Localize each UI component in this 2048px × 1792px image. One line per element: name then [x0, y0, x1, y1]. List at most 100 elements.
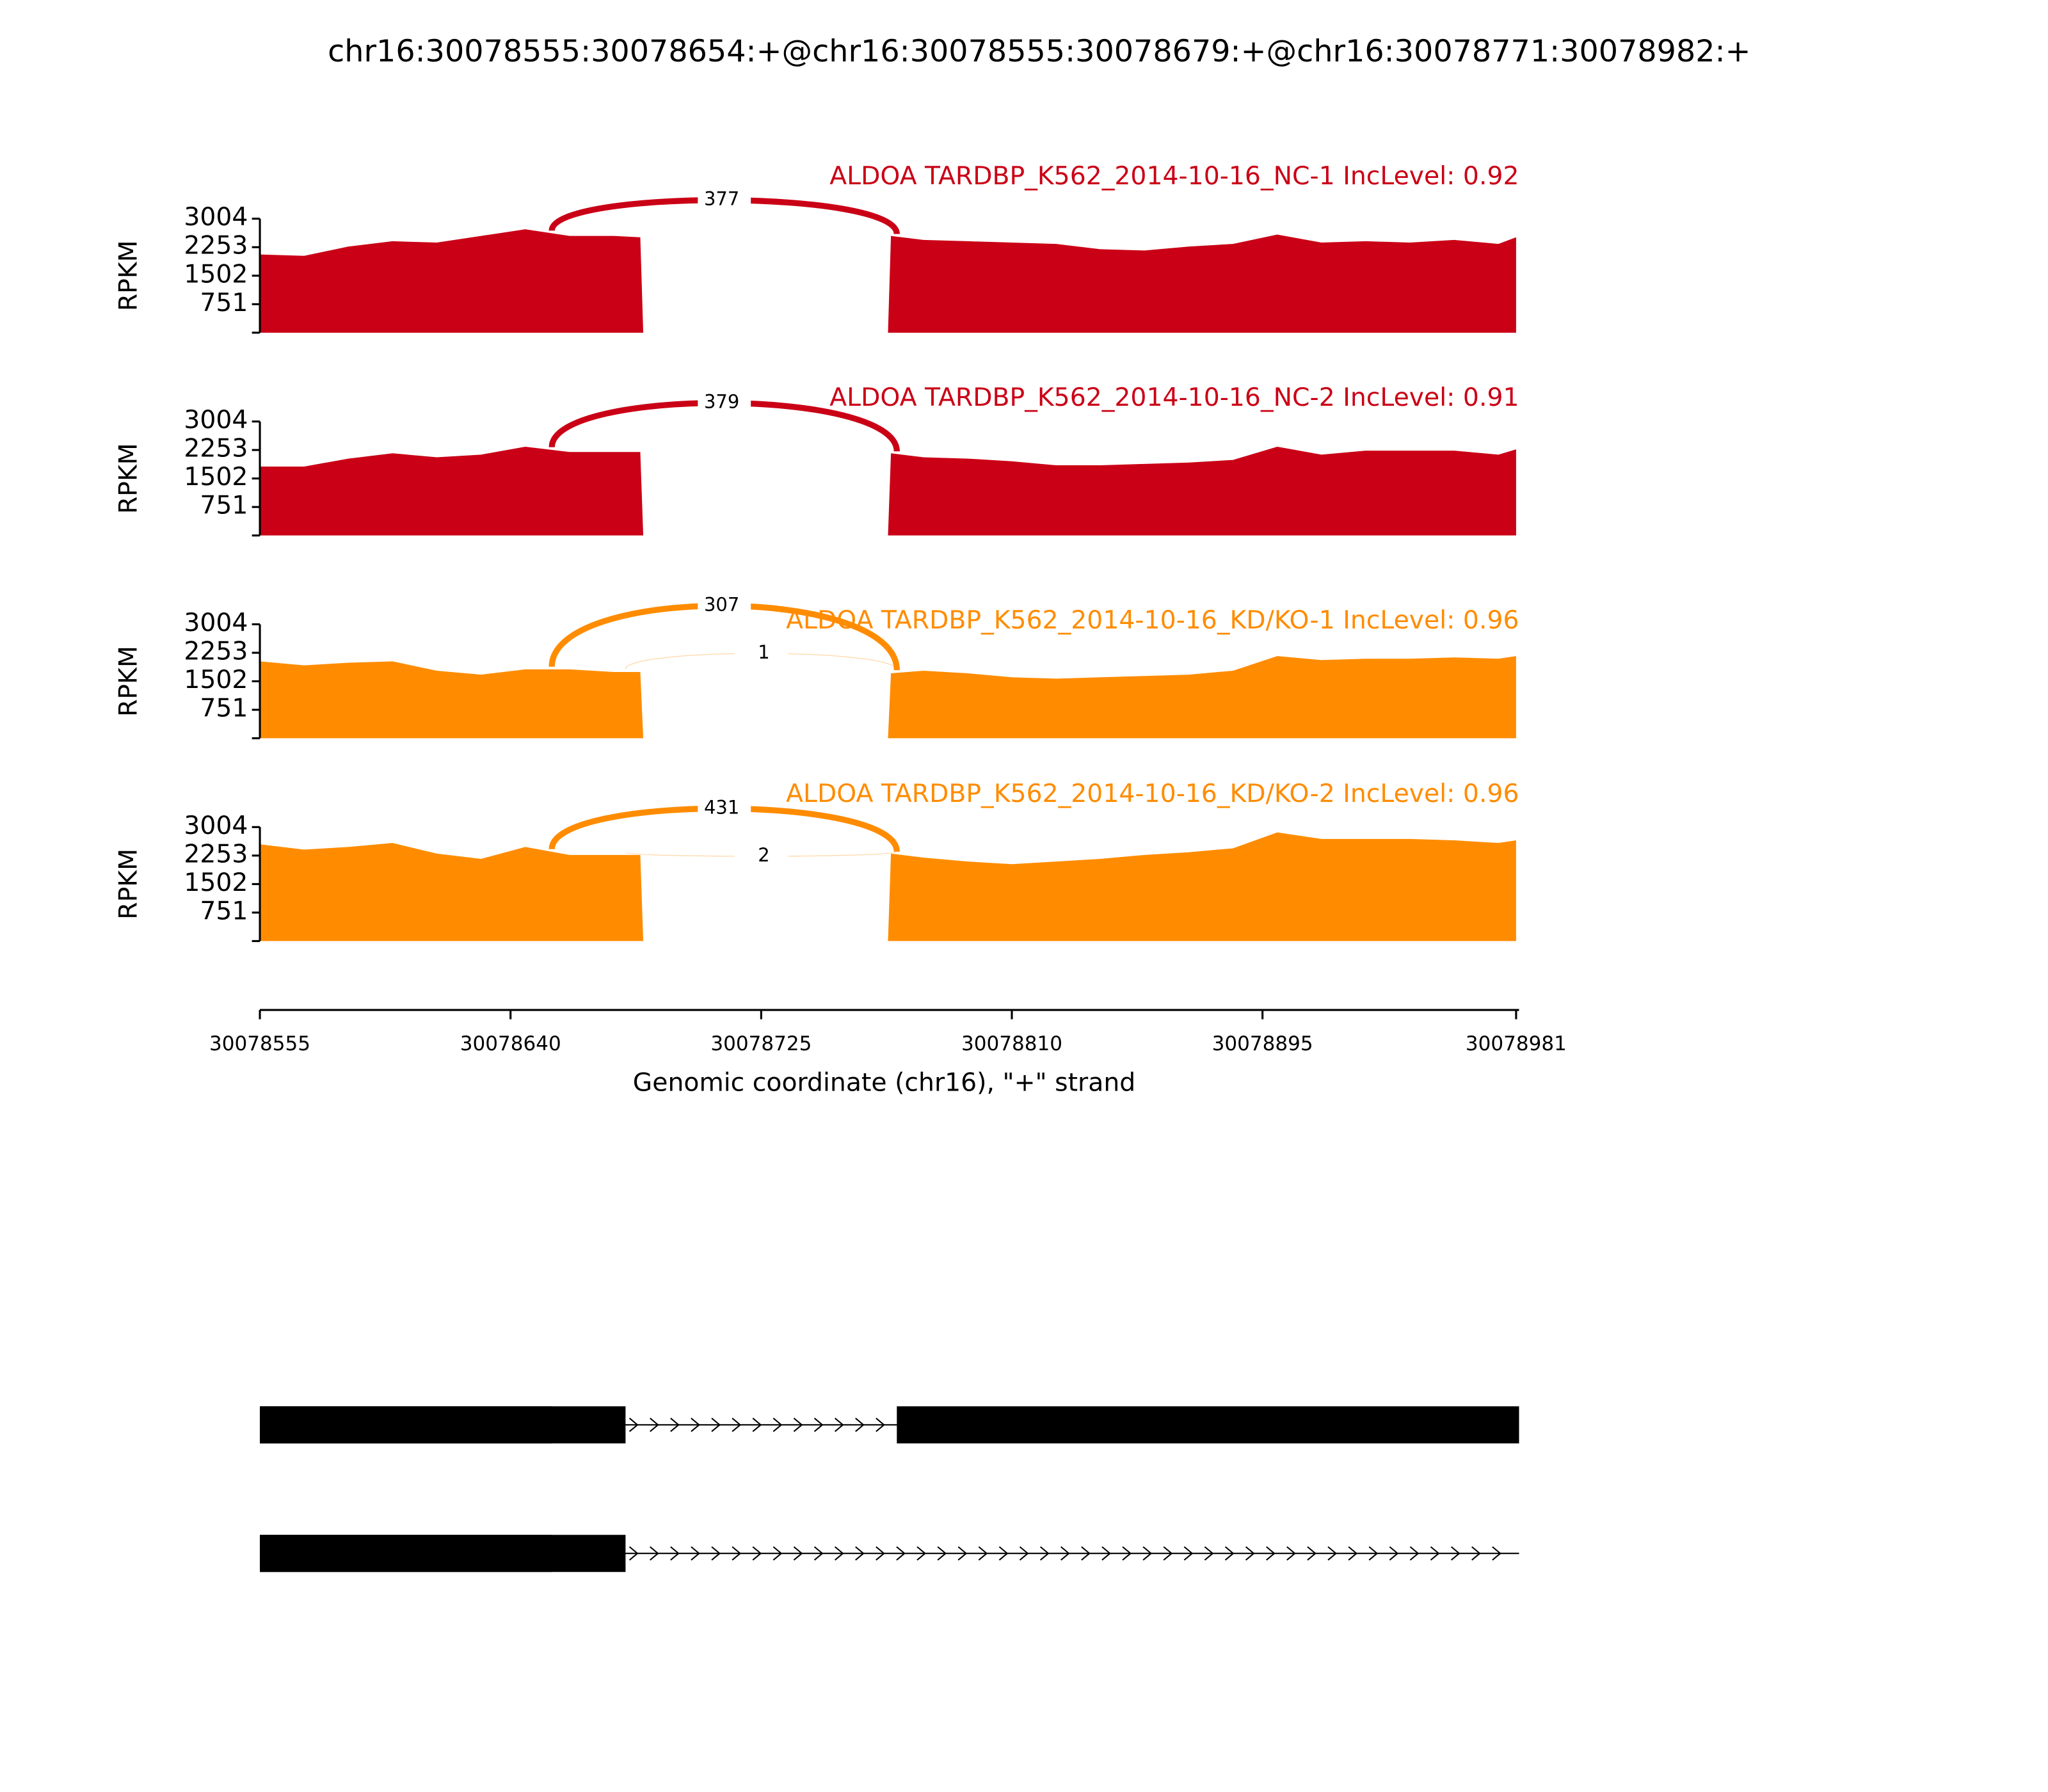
junction-label-box: [698, 595, 751, 617]
strand-arrow: [1368, 1546, 1379, 1561]
strand-arrow: [628, 1418, 639, 1432]
strand-arrow: [772, 1418, 783, 1432]
strand-arrow: [670, 1418, 680, 1432]
strand-arrow: [1245, 1546, 1255, 1561]
strand-arrow: [711, 1546, 721, 1561]
strand-arrow: [998, 1546, 1009, 1561]
strand-arrow: [670, 1546, 680, 1561]
strand-arrow: [813, 1418, 824, 1432]
exon: [260, 1406, 626, 1444]
strand-arrow: [1183, 1546, 1194, 1561]
strand-arrow: [896, 1546, 906, 1561]
coverage-area: [260, 229, 1516, 333]
exon: [897, 1406, 1519, 1444]
y-tick-label: 1502: [184, 665, 248, 694]
strand-arrow: [1307, 1546, 1316, 1561]
strand-arrow: [650, 1418, 659, 1432]
y-tick-label: 751: [200, 491, 248, 520]
strand-arrow: [1081, 1546, 1091, 1561]
junction-count: 377: [704, 188, 739, 210]
strand-arrow: [772, 1546, 783, 1561]
junction-label-box: [734, 643, 788, 664]
strand-arrow: [957, 1546, 968, 1561]
junction-label-box: [698, 392, 751, 414]
strand-arrow: [752, 1418, 762, 1432]
x-tick-label: 30078981: [1466, 1032, 1567, 1055]
strand-arrow: [1409, 1546, 1420, 1561]
y-tick-label: 3004: [184, 608, 248, 637]
strand-arrow: [813, 1546, 824, 1561]
y-tick-label: 2253: [184, 839, 248, 868]
strand-arrow: [1122, 1546, 1132, 1561]
y-axis-label: RPKM: [114, 443, 143, 514]
strand-arrow: [732, 1546, 742, 1561]
strand-arrow: [1327, 1546, 1338, 1561]
y-axis-label: RPKM: [114, 646, 143, 717]
y-axis-label: RPKM: [114, 240, 143, 311]
strand-arrow: [1348, 1546, 1358, 1561]
strand-arrow: [691, 1546, 700, 1561]
x-tick-label: 30078555: [209, 1032, 310, 1055]
y-tick-label: 2253: [184, 231, 248, 260]
strand-arrow: [1224, 1546, 1235, 1561]
y-tick-label: 3004: [184, 202, 248, 232]
y-tick-label: 1502: [184, 868, 248, 897]
strand-arrow: [793, 1546, 803, 1561]
coverage-area: [260, 832, 1516, 941]
strand-arrow: [876, 1418, 885, 1432]
strand-arrow: [628, 1546, 639, 1561]
track-title: ALDOA TARDBP_K562_2014-10-16_NC-2 IncLev…: [829, 383, 1519, 412]
x-tick-label: 30078725: [710, 1032, 812, 1055]
plot-title: chr16:30078555:30078654:+@chr16:30078555…: [328, 34, 1750, 69]
strand-arrow: [1430, 1546, 1440, 1561]
y-tick-label: 3004: [184, 811, 248, 840]
strand-arrow: [650, 1546, 659, 1561]
junction-label-box: [734, 845, 788, 867]
y-tick-label: 751: [200, 288, 248, 317]
strand-arrow: [876, 1546, 885, 1561]
junction-count: 307: [704, 593, 739, 615]
x-tick-label: 30078895: [1212, 1032, 1313, 1055]
strand-arrow: [916, 1546, 927, 1561]
strand-arrow: [834, 1546, 844, 1561]
strand-arrow: [1142, 1546, 1153, 1561]
strand-arrow: [1266, 1546, 1276, 1561]
junction-label-box: [698, 189, 751, 211]
strand-arrow: [752, 1546, 762, 1561]
coverage-area: [260, 446, 1516, 536]
x-tick-label: 30078640: [460, 1032, 561, 1055]
y-tick-label: 3004: [184, 405, 248, 435]
y-tick-label: 751: [200, 896, 248, 925]
x-tick-label: 30078810: [961, 1032, 1062, 1055]
strand-arrow: [855, 1418, 865, 1432]
strand-arrow: [1450, 1546, 1460, 1561]
y-tick-label: 2253: [184, 434, 248, 463]
strand-arrow: [711, 1418, 721, 1432]
junction-count: 2: [758, 844, 769, 866]
junction-count: 379: [704, 391, 739, 413]
strand-arrow: [1039, 1546, 1050, 1561]
strand-arrow: [1060, 1546, 1070, 1561]
track-title: ALDOA TARDBP_K562_2014-10-16_KD/KO-2 Inc…: [786, 779, 1519, 808]
strand-arrow: [1471, 1546, 1481, 1561]
y-tick-label: 751: [200, 694, 248, 723]
coverage-area: [260, 656, 1516, 739]
strand-arrow: [1286, 1546, 1296, 1561]
strand-arrow: [1101, 1546, 1111, 1561]
y-tick-label: 1502: [184, 259, 248, 289]
strand-arrow: [937, 1546, 947, 1561]
strand-arrow: [1163, 1546, 1173, 1561]
strand-arrow: [1492, 1546, 1501, 1561]
exon: [260, 1535, 626, 1572]
track-title: ALDOA TARDBP_K562_2014-10-16_NC-1 IncLev…: [829, 161, 1519, 191]
strand-arrow: [793, 1418, 803, 1432]
y-tick-label: 2253: [184, 636, 248, 666]
strand-arrow: [978, 1546, 988, 1561]
strand-arrow: [855, 1546, 865, 1561]
strand-arrow: [691, 1418, 700, 1432]
y-axis-label: RPKM: [114, 849, 143, 920]
junction-count: 1: [758, 641, 769, 663]
track-title: ALDOA TARDBP_K562_2014-10-16_KD/KO-1 Inc…: [786, 605, 1519, 635]
